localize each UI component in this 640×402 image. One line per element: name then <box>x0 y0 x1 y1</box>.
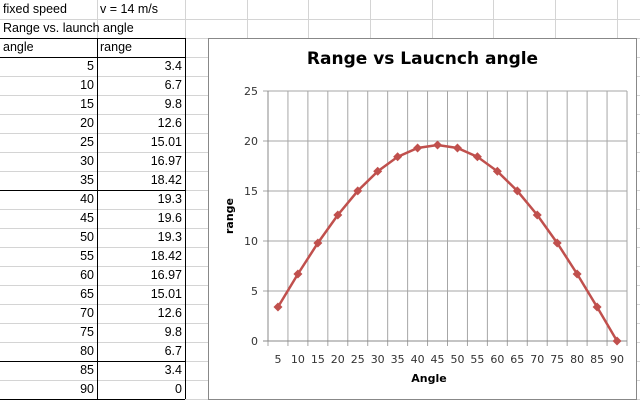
series-markers <box>273 140 622 346</box>
cell-angle[interactable]: 25 <box>80 135 94 149</box>
diamond-marker-icon[interactable] <box>472 152 482 162</box>
cell-range[interactable]: 6.7 <box>164 344 182 358</box>
diamond-marker-icon[interactable] <box>612 336 622 346</box>
vertical-gridlines <box>263 91 628 346</box>
cell-range[interactable]: 18.42 <box>150 249 182 263</box>
x-tick-label: 40 <box>411 353 425 366</box>
diamond-marker-icon[interactable] <box>413 143 423 153</box>
x-tick-label: 75 <box>550 353 564 366</box>
cell-range[interactable]: 16.97 <box>150 268 182 282</box>
diamond-marker-icon[interactable] <box>373 166 383 176</box>
diamond-marker-icon[interactable] <box>512 186 522 196</box>
y-tick-label: 5 <box>251 285 258 298</box>
x-tick-label: 85 <box>590 353 604 366</box>
x-tick-label: 5 <box>274 353 281 366</box>
cell-range[interactable]: 0 <box>175 382 182 396</box>
diamond-marker-icon[interactable] <box>532 210 542 220</box>
cell-fixed-speed-label[interactable]: fixed speed <box>3 2 67 16</box>
diamond-marker-icon[interactable] <box>592 302 602 312</box>
y-tick-label: 0 <box>251 335 258 348</box>
cell-angle[interactable]: 45 <box>80 211 94 225</box>
cell-range[interactable]: 19.3 <box>157 192 182 206</box>
diamond-marker-icon[interactable] <box>393 152 403 162</box>
x-tick-label: 80 <box>570 353 584 366</box>
y-tick-label: 25 <box>244 85 258 98</box>
x-axis-ticks: 5 10 15 20 25 30 35 40 45 50 55 60 65 70 75 80 85 90 <box>274 353 624 366</box>
cell-range[interactable]: 3.4 <box>164 363 182 377</box>
y-tick-label: 10 <box>244 235 258 248</box>
x-tick-label: 90 <box>610 353 624 366</box>
diamond-marker-icon[interactable] <box>313 238 323 248</box>
diamond-marker-icon[interactable] <box>273 302 283 312</box>
header-range[interactable]: range <box>100 40 132 54</box>
cell-angle[interactable]: 15 <box>80 97 94 111</box>
cell-range[interactable]: 15.01 <box>150 287 182 301</box>
x-tick-label: 15 <box>311 353 325 366</box>
header-angle[interactable]: angle <box>3 40 34 54</box>
cell-angle[interactable]: 30 <box>80 154 94 168</box>
cell-angle[interactable]: 60 <box>80 268 94 282</box>
plot-area: 0 5 10 15 20 25 5 10 15 20 25 30 35 40 45 50 55 60 65 70 75… <box>223 85 628 385</box>
cell-angle[interactable]: 70 <box>80 306 94 320</box>
x-tick-label: 35 <box>391 353 405 366</box>
cell-table-caption[interactable]: Range vs. launch angle <box>3 21 134 35</box>
diamond-marker-icon[interactable] <box>452 143 462 153</box>
chart[interactable]: Range vs Laucnch angle 0 5 10 15 20 25 5 10 15 2… <box>208 38 637 400</box>
x-tick-label: 30 <box>371 353 385 366</box>
cell-angle[interactable]: 20 <box>80 116 94 130</box>
cell-range[interactable]: 6.7 <box>164 78 182 92</box>
cell-angle[interactable]: 40 <box>80 192 94 206</box>
x-tick-label: 10 <box>291 353 305 366</box>
diamond-marker-icon[interactable] <box>492 166 502 176</box>
x-axis-label: Angle <box>411 372 446 385</box>
x-tick-label: 70 <box>530 353 544 366</box>
cell-range[interactable]: 18.42 <box>150 173 182 187</box>
horizontal-gridlines <box>263 90 627 342</box>
y-tick-label: 15 <box>244 185 258 198</box>
cell-angle[interactable]: 85 <box>80 363 94 377</box>
cell-range[interactable]: 12.6 <box>157 306 182 320</box>
diamond-marker-icon[interactable] <box>433 140 443 150</box>
diamond-marker-icon[interactable] <box>552 238 562 248</box>
cell-angle[interactable]: 35 <box>80 173 94 187</box>
x-tick-label: 60 <box>490 353 504 366</box>
x-tick-label: 55 <box>470 353 484 366</box>
y-axis-ticks: 0 5 10 15 20 25 <box>244 85 258 348</box>
x-tick-label: 45 <box>431 353 445 366</box>
x-tick-label: 25 <box>351 353 365 366</box>
cell-range[interactable]: 16.97 <box>150 154 182 168</box>
cell-range[interactable]: 3.4 <box>164 59 182 73</box>
cell-range[interactable]: 15.01 <box>150 135 182 149</box>
cell-range[interactable]: 9.8 <box>164 97 182 111</box>
cell-speed-value[interactable]: v = 14 m/s <box>100 2 159 16</box>
diamond-marker-icon[interactable] <box>333 210 343 220</box>
series-line-range <box>276 143 619 342</box>
x-tick-label: 50 <box>450 353 464 366</box>
cell-angle[interactable]: 50 <box>80 230 94 244</box>
x-tick-label: 65 <box>510 353 524 366</box>
cell-angle[interactable]: 75 <box>80 325 94 339</box>
cell-angle[interactable]: 90 <box>80 382 94 396</box>
diamond-marker-icon[interactable] <box>572 269 582 279</box>
cell-angle[interactable]: 80 <box>80 344 94 358</box>
cell-range[interactable]: 19.3 <box>157 230 182 244</box>
cell-range[interactable]: 12.6 <box>157 116 182 130</box>
x-tick-label: 20 <box>331 353 345 366</box>
diamond-marker-icon[interactable] <box>353 186 363 196</box>
cell-angle[interactable]: 55 <box>80 249 94 263</box>
y-axis-label: range <box>223 198 236 234</box>
diamond-marker-icon[interactable] <box>293 269 303 279</box>
y-tick-label: 20 <box>244 135 258 148</box>
cell-angle[interactable]: 10 <box>80 78 94 92</box>
chart-title: Range vs Laucnch angle <box>306 49 539 69</box>
cell-range[interactable]: 9.8 <box>164 325 182 339</box>
cell-range[interactable]: 19.6 <box>157 211 182 225</box>
cell-angle[interactable]: 65 <box>80 287 94 301</box>
cell-angle[interactable]: 5 <box>87 59 94 73</box>
